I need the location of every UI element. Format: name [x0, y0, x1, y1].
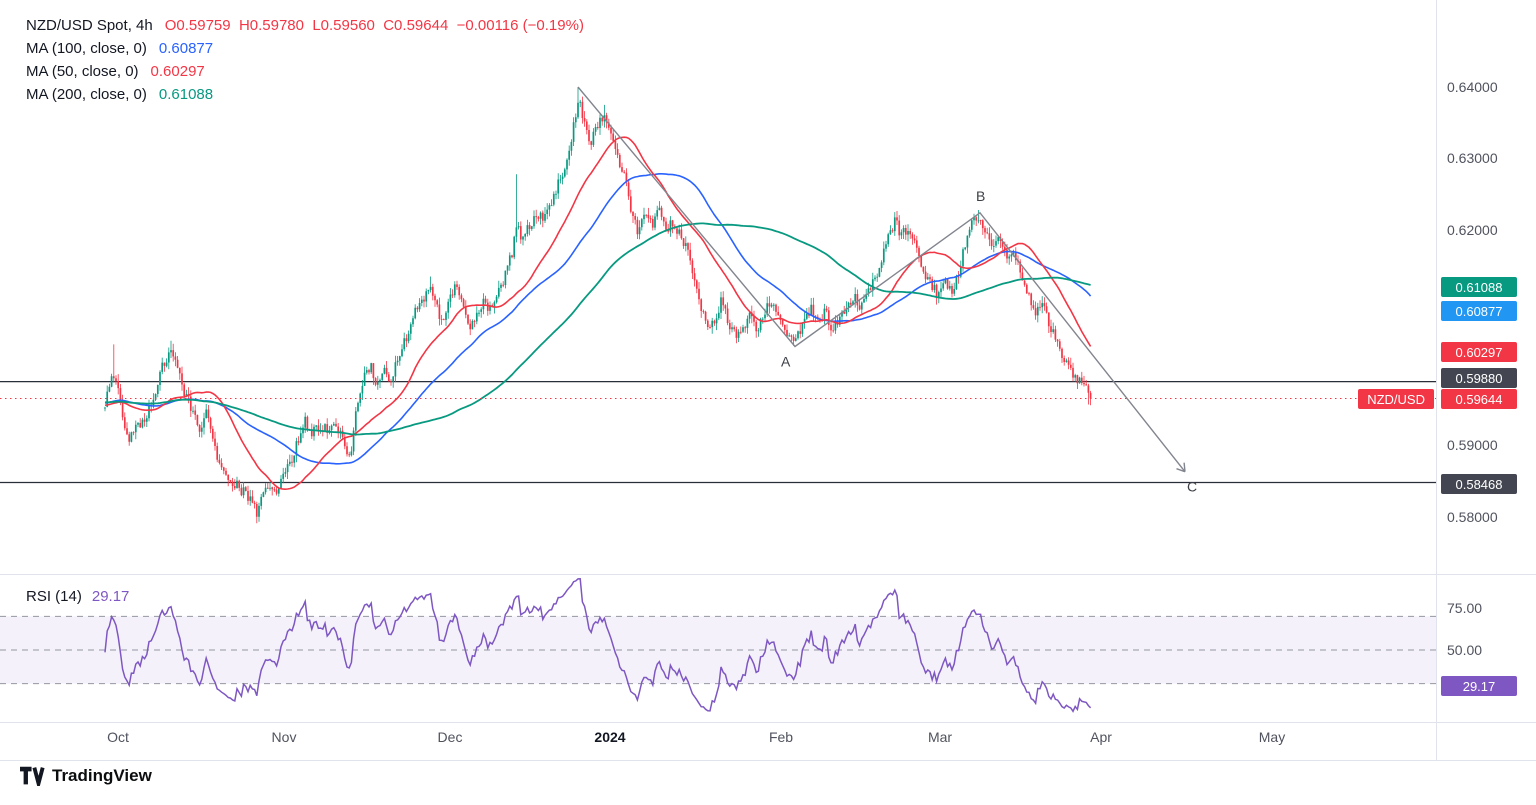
tradingview-logo-icon	[20, 766, 45, 786]
time-axis[interactable]: Oct Nov Dec 2024 Feb Mar Apr May	[0, 722, 1436, 760]
axis-tick-label: 0.58000	[1447, 509, 1498, 525]
ma200-line[interactable]	[105, 222, 1091, 436]
last-price-badge: 0.59644	[1441, 389, 1517, 409]
rsi-label: RSI (14)	[26, 588, 82, 605]
time-axis-divider	[0, 722, 1536, 723]
ma50-legend-row[interactable]: MA (50, close, 0) 0.60297	[26, 63, 584, 86]
time-axis-label: May	[1258, 729, 1286, 745]
chart-legend: NZD/USD Spot, 4h O0.59759 H0.59780 L0.59…	[26, 17, 584, 109]
axis-tick-label: 0.59000	[1447, 437, 1498, 453]
pattern-point-label[interactable]: B	[976, 188, 985, 204]
rsi-legend-row[interactable]: RSI (14) 29.17	[26, 588, 129, 605]
abc-pattern-lines[interactable]	[577, 86, 1186, 473]
down-candle-bodies	[112, 101, 1092, 517]
up-candle-bodies	[104, 101, 1081, 517]
main-pane[interactable]: A B C	[0, 86, 1436, 524]
axis-tick-label: 50.00	[1447, 642, 1483, 658]
symbol-price-flag: NZD/USD	[1358, 389, 1434, 409]
axis-tick-label: 0.62000	[1447, 222, 1498, 238]
indicator-value-badge: 0.61088	[1441, 277, 1517, 297]
tradingview-branding[interactable]: TradingView	[20, 766, 152, 786]
rsi-value: 29.17	[91, 588, 130, 605]
tradingview-logo-text: TradingView	[52, 766, 152, 785]
ma50-value: 0.60297	[150, 63, 205, 80]
abc-pattern-arrowhead	[1176, 462, 1186, 473]
ma200-legend-row[interactable]: MA (200, close, 0) 0.61088	[26, 86, 584, 109]
pattern-point-label[interactable]: A	[781, 354, 791, 370]
time-axis-label: Feb	[768, 729, 794, 745]
rsi-pane[interactable]	[0, 578, 1436, 713]
indicator-value-badge: 0.59880	[1441, 368, 1517, 388]
pane-divider[interactable]	[0, 574, 1536, 575]
price-axis[interactable]: 0.64000 0.63000 0.62000 0.59000 0.58000 75.00…	[1436, 0, 1536, 722]
axis-tick-label: 0.63000	[1447, 150, 1498, 166]
symbol-ohlc-row[interactable]: NZD/USD Spot, 4h O0.59759 H0.59780 L0.59…	[26, 17, 584, 40]
time-axis-label: Apr	[1090, 729, 1112, 745]
indicator-value-badge: 0.60877	[1441, 301, 1517, 321]
ma100-value: 0.60877	[158, 40, 214, 57]
time-axis-label: Nov	[271, 729, 297, 745]
ma100-legend-row[interactable]: MA (100, close, 0) 0.60877	[26, 40, 584, 63]
ma200-value: 0.61088	[158, 86, 214, 103]
down-candle-wicks	[113, 96, 1091, 524]
ma50-label: MA (50, close, 0)	[26, 63, 139, 80]
indicator-value-badge: 0.60297	[1441, 342, 1517, 362]
price-axis-divider	[1436, 0, 1437, 760]
time-axis-label: 2024	[594, 729, 626, 745]
footer-divider	[0, 760, 1536, 761]
ma100-label: MA (100, close, 0)	[26, 40, 147, 57]
ma100-line[interactable]	[104, 173, 1092, 465]
time-axis-label: Mar	[927, 729, 953, 745]
indicator-value-badge: 0.58468	[1441, 474, 1517, 494]
axis-tick-label: 0.64000	[1447, 79, 1498, 95]
time-axis-label: Oct	[107, 729, 129, 745]
pattern-point-label[interactable]: C	[1187, 479, 1197, 495]
time-axis-label: Dec	[437, 729, 463, 745]
rsi-value-badge: 29.17	[1441, 676, 1517, 696]
rsi-line[interactable]	[104, 578, 1092, 713]
axis-tick-label: 75.00	[1447, 600, 1483, 616]
symbol-title: NZD/USD Spot, 4h	[26, 17, 153, 34]
ma50-line[interactable]	[104, 136, 1092, 491]
ma200-label: MA (200, close, 0)	[26, 86, 147, 103]
ohlc-values: O0.59759 H0.59780 L0.59560 C0.59644 −0.0…	[164, 17, 584, 34]
